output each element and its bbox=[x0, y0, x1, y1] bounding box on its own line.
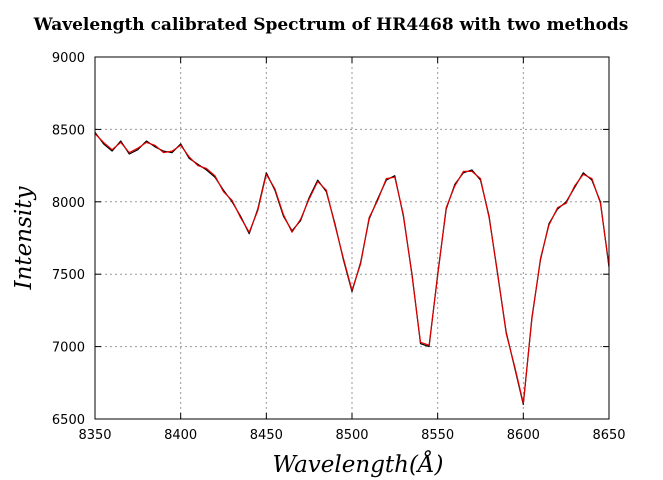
series-lines bbox=[94, 131, 610, 406]
grid-lines bbox=[95, 57, 609, 419]
y-tick-label: 7500 bbox=[52, 268, 85, 283]
series-line-2 bbox=[94, 133, 610, 404]
x-tick-label: 8350 bbox=[78, 428, 111, 443]
series-line-1 bbox=[94, 131, 610, 406]
y-tick-label: 8000 bbox=[52, 196, 85, 211]
chart-title: Wavelength calibrated Spectrum of HR4468… bbox=[33, 15, 629, 35]
y-tick-label: 9000 bbox=[52, 51, 85, 66]
x-tick-label: 8500 bbox=[335, 428, 368, 443]
axis-ticks: 8350 8400 8450 8500 8550 8600 8650 6500 7000 7500… bbox=[52, 51, 626, 443]
x-tick-label: 8550 bbox=[421, 428, 454, 443]
y-axis-label: Intensity bbox=[11, 186, 37, 291]
x-axis-label: Wavelength(Å) bbox=[272, 450, 443, 478]
x-tick-label: 8400 bbox=[164, 428, 197, 443]
y-tick-label: 8500 bbox=[52, 123, 85, 138]
x-tick-label: 8600 bbox=[507, 428, 540, 443]
x-tick-label: 8450 bbox=[250, 428, 283, 443]
y-tick-label: 6500 bbox=[52, 413, 85, 428]
y-tick-label: 7000 bbox=[52, 341, 85, 356]
x-tick-label: 8650 bbox=[592, 428, 625, 443]
